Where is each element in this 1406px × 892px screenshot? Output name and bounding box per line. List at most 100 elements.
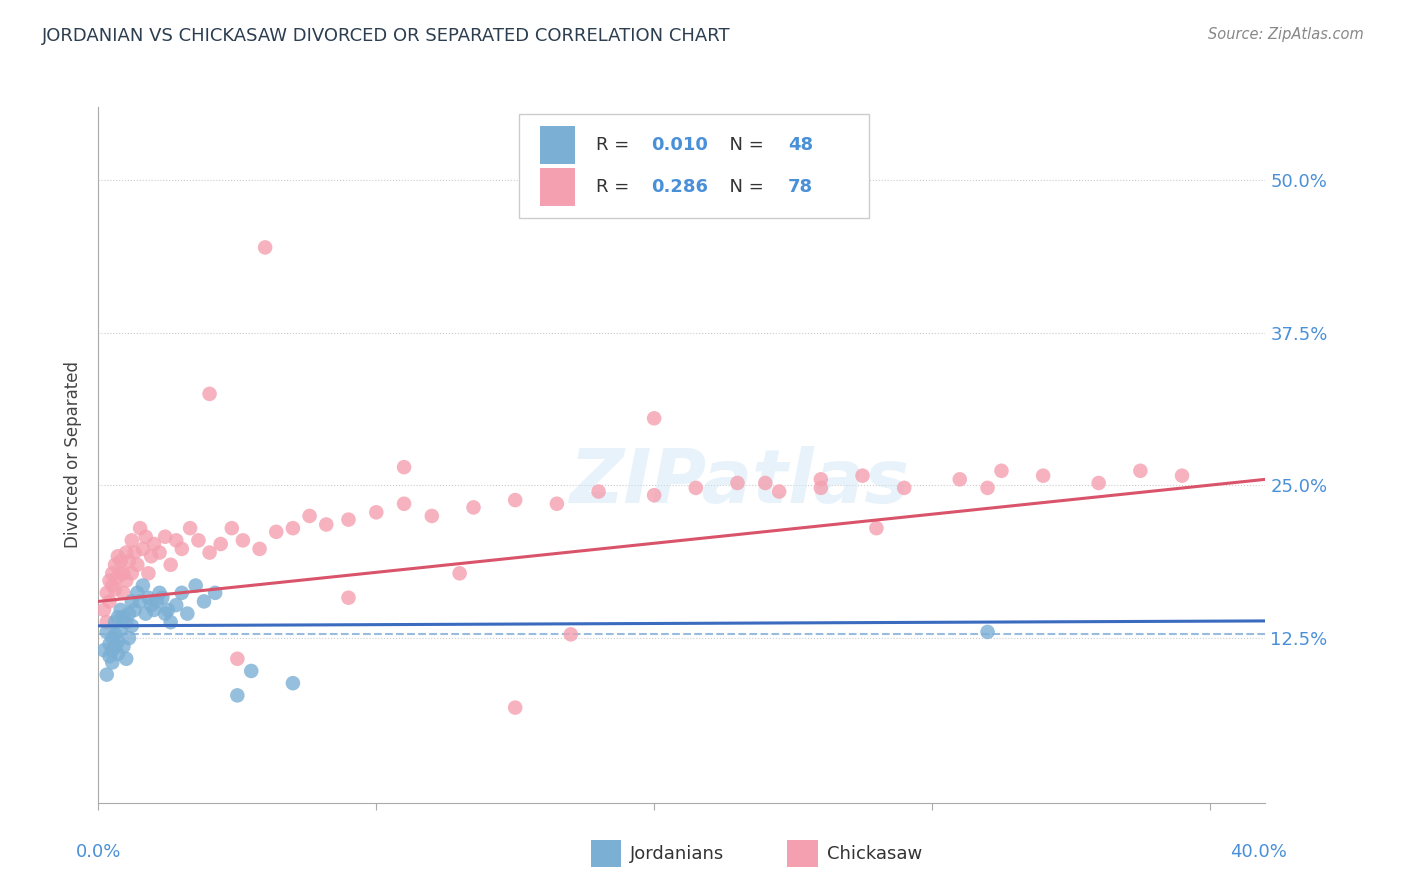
Point xyxy=(96,615,118,629)
Text: JORDANIAN VS CHICKASAW DIVORCED OR SEPARATED CORRELATION CHART: JORDANIAN VS CHICKASAW DIVORCED OR SEPAR… xyxy=(42,27,731,45)
Point xyxy=(176,607,198,621)
Point xyxy=(179,521,201,535)
Text: 48: 48 xyxy=(789,136,813,154)
Point xyxy=(98,649,121,664)
FancyBboxPatch shape xyxy=(540,168,575,206)
Point xyxy=(135,530,157,544)
Point xyxy=(107,549,129,564)
Point xyxy=(727,475,749,490)
Point xyxy=(141,549,163,564)
FancyBboxPatch shape xyxy=(519,114,869,219)
Point xyxy=(226,652,249,666)
Point xyxy=(148,545,170,559)
Text: Source: ZipAtlas.com: Source: ZipAtlas.com xyxy=(1208,27,1364,42)
Point xyxy=(198,545,221,559)
Point xyxy=(98,637,121,651)
Point xyxy=(101,656,124,670)
Point xyxy=(170,541,193,556)
Point xyxy=(209,537,232,551)
Point xyxy=(101,643,124,657)
Text: R =: R = xyxy=(596,178,634,196)
Point xyxy=(159,558,181,572)
Point xyxy=(98,574,121,588)
Point xyxy=(104,582,127,597)
Point xyxy=(184,578,207,592)
Point xyxy=(165,598,187,612)
Point xyxy=(392,497,415,511)
Point xyxy=(127,586,149,600)
Point xyxy=(221,521,243,535)
Point xyxy=(315,517,337,532)
Point xyxy=(138,566,160,581)
Point xyxy=(127,558,149,572)
Point xyxy=(138,591,160,605)
Point xyxy=(121,619,143,633)
Point xyxy=(110,623,132,637)
Point xyxy=(121,594,143,608)
Point xyxy=(170,586,193,600)
Point xyxy=(643,411,665,425)
Text: R =: R = xyxy=(596,136,634,154)
Point xyxy=(159,615,181,629)
Point xyxy=(110,554,132,568)
Point xyxy=(110,566,132,581)
Point xyxy=(165,533,187,548)
Text: 0.0%: 0.0% xyxy=(76,843,121,861)
Point xyxy=(1171,468,1194,483)
Point xyxy=(129,594,152,608)
Point xyxy=(976,624,998,639)
Point xyxy=(150,591,173,605)
Point xyxy=(146,594,169,608)
FancyBboxPatch shape xyxy=(540,126,575,164)
Point xyxy=(337,591,360,605)
Point xyxy=(392,460,415,475)
Point xyxy=(104,615,127,629)
Point xyxy=(1032,468,1054,483)
Point xyxy=(101,566,124,581)
Point xyxy=(463,500,485,515)
Point xyxy=(101,631,124,645)
Point xyxy=(112,566,135,581)
Point xyxy=(193,594,215,608)
Point xyxy=(685,481,707,495)
Point xyxy=(112,610,135,624)
Point xyxy=(129,521,152,535)
Point xyxy=(893,481,915,495)
Point xyxy=(143,537,166,551)
Point xyxy=(503,700,526,714)
Point xyxy=(107,647,129,661)
Point xyxy=(121,533,143,548)
Point xyxy=(115,615,138,629)
Point xyxy=(153,607,176,621)
Text: Chickasaw: Chickasaw xyxy=(827,845,922,863)
Point xyxy=(1129,464,1152,478)
Point xyxy=(101,578,124,592)
Point xyxy=(810,481,832,495)
Point xyxy=(110,603,132,617)
Point xyxy=(153,530,176,544)
Point xyxy=(281,676,304,690)
Text: 0.286: 0.286 xyxy=(651,178,709,196)
Point xyxy=(115,545,138,559)
Text: ZIPatlas: ZIPatlas xyxy=(571,446,910,519)
Point xyxy=(124,603,146,617)
Point xyxy=(198,387,221,401)
Point xyxy=(141,598,163,612)
Point xyxy=(112,586,135,600)
Point xyxy=(754,475,776,490)
Point xyxy=(768,484,790,499)
Point xyxy=(107,570,129,584)
Point xyxy=(98,594,121,608)
Point xyxy=(449,566,471,581)
Point xyxy=(254,240,277,254)
Point xyxy=(249,541,271,556)
Point xyxy=(560,627,582,641)
Point xyxy=(949,472,972,486)
Point xyxy=(118,607,141,621)
Text: 0.010: 0.010 xyxy=(651,136,709,154)
Text: Jordanians: Jordanians xyxy=(630,845,724,863)
Point xyxy=(588,484,610,499)
Text: N =: N = xyxy=(718,178,769,196)
Text: 40.0%: 40.0% xyxy=(1230,843,1286,861)
Point xyxy=(232,533,254,548)
